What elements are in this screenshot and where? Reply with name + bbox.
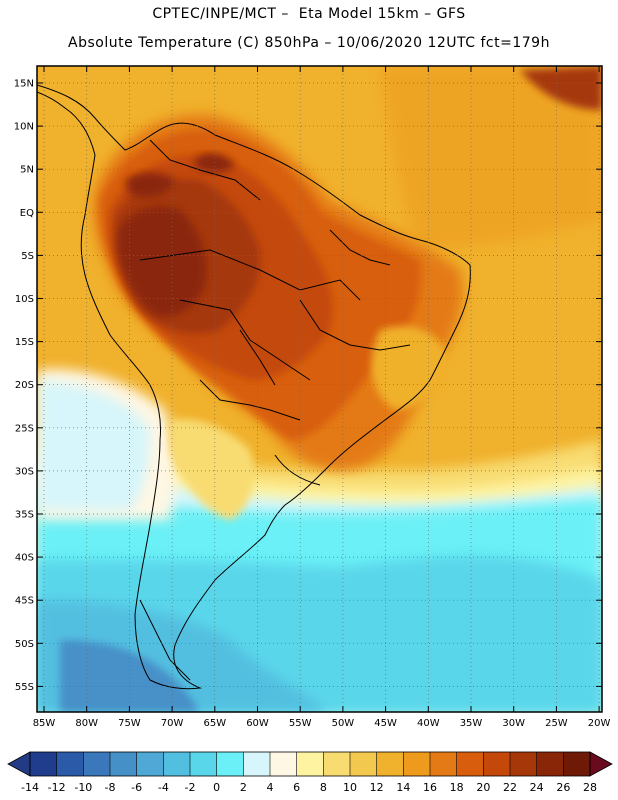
lon-label: 85W xyxy=(33,718,56,729)
lat-label: 50S xyxy=(15,639,34,650)
colorbar-swatch xyxy=(83,752,111,776)
colorbar-swatch xyxy=(563,752,591,776)
coastlines xyxy=(37,84,471,690)
colorbar-label: 4 xyxy=(267,781,274,794)
colorbar-swatch xyxy=(376,752,404,776)
colorbar-label: -10 xyxy=(74,781,92,794)
colorbar-label: 2 xyxy=(240,781,247,794)
lat-label: 10N xyxy=(14,122,34,133)
lon-label: 50W xyxy=(332,718,355,729)
map-frame xyxy=(36,65,603,713)
lon-label: 80W xyxy=(75,718,98,729)
lon-label: 65W xyxy=(203,718,226,729)
colorbar-swatch xyxy=(296,752,324,776)
lat-label: 5N xyxy=(20,165,34,176)
colorbar-swatch xyxy=(190,752,217,776)
colorbar-swatch xyxy=(483,752,511,776)
lon-label: 25W xyxy=(545,718,568,729)
colorbar-swatch xyxy=(510,752,537,776)
colorbar-label: 8 xyxy=(320,781,327,794)
colorbar-swatch xyxy=(323,752,351,776)
lat-label: 35S xyxy=(15,510,34,521)
lat-label: 20S xyxy=(15,380,34,391)
lat-label: 30S xyxy=(15,466,34,477)
temperature-field xyxy=(37,66,602,712)
lon-label: 30W xyxy=(502,718,525,729)
colorbar-swatch xyxy=(536,752,564,776)
longitude-axis: 85W 80W 75W 70W 65W 60W 55W 50W 45W 40W 35W 30W 25W 2… xyxy=(33,66,611,729)
lat-label: 40S xyxy=(15,553,34,564)
colorbar-label: 28 xyxy=(583,781,597,794)
lon-label: 40W xyxy=(417,718,440,729)
colorbar-label: 22 xyxy=(503,781,517,794)
colorbar-label: 6 xyxy=(293,781,300,794)
colorbar-label: 20 xyxy=(476,781,490,794)
chart-title: CPTEC/INPE/MCT – Eta Model 15km – GFS xyxy=(152,6,466,22)
colorbar-label: 10 xyxy=(343,781,357,794)
colorbar-label: -6 xyxy=(131,781,142,794)
colorbar-swatch xyxy=(30,752,57,776)
colorbar-swatch xyxy=(430,752,457,776)
colorbar-label: 12 xyxy=(370,781,384,794)
lat-label: 45S xyxy=(15,596,34,607)
colorbar-label: -8 xyxy=(105,781,116,794)
chart-subtitle: Absolute Temperature (C) 850hPa – 10/06/… xyxy=(68,35,550,51)
colorbar-label: -4 xyxy=(158,781,169,794)
colorbar-label: -14 xyxy=(21,781,39,794)
lon-label: 20W xyxy=(588,718,611,729)
lon-label: 35W xyxy=(460,718,483,729)
colorbar-label: 16 xyxy=(423,781,437,794)
colorbar-swatch xyxy=(163,752,191,776)
latitude-axis: 15N 10N 5N EQ 5S 10S 15S 20S 25S 30S 35S 40S 45S 50S 5… xyxy=(14,79,602,693)
colorbar-swatch xyxy=(216,752,244,776)
colorbar-label: 14 xyxy=(396,781,410,794)
lat-label: 25S xyxy=(15,423,34,434)
lat-label: EQ xyxy=(20,208,34,219)
colorbar-label: 26 xyxy=(556,781,570,794)
lat-label: 15S xyxy=(15,337,34,348)
lon-label: 55W xyxy=(289,718,312,729)
colorbar-swatch xyxy=(350,752,377,776)
colorbar-label: -2 xyxy=(185,781,196,794)
lon-label: 45W xyxy=(374,718,397,729)
colorbar-swatch xyxy=(110,752,137,776)
colorbar-over-arrow xyxy=(589,751,613,777)
colorbar-swatch xyxy=(136,752,164,776)
colorbar-swatch xyxy=(56,752,84,776)
colorbar-swatch xyxy=(243,752,271,776)
lon-label: 60W xyxy=(246,718,269,729)
lon-label: 70W xyxy=(161,718,184,729)
colorbar-swatch xyxy=(456,752,484,776)
lon-label: 75W xyxy=(118,718,141,729)
lat-label: 10S xyxy=(15,294,34,305)
colorbar-label: -12 xyxy=(48,781,66,794)
colorbar: -14 -12 -10 -8 -6 -4 -2 0 2 4 6 8 10 12 14 16 18 20 22 24 26… xyxy=(7,751,613,794)
colorbar-label: 18 xyxy=(450,781,464,794)
colorbar-swatch xyxy=(270,752,297,776)
lat-label: 5S xyxy=(21,251,34,262)
colorbar-under-arrow xyxy=(7,751,31,777)
colorbar-label: 24 xyxy=(530,781,544,794)
lat-label: 55S xyxy=(15,682,34,693)
colorbar-label: 0 xyxy=(213,781,220,794)
lat-label: 15N xyxy=(14,79,34,90)
colorbar-swatch xyxy=(403,752,431,776)
